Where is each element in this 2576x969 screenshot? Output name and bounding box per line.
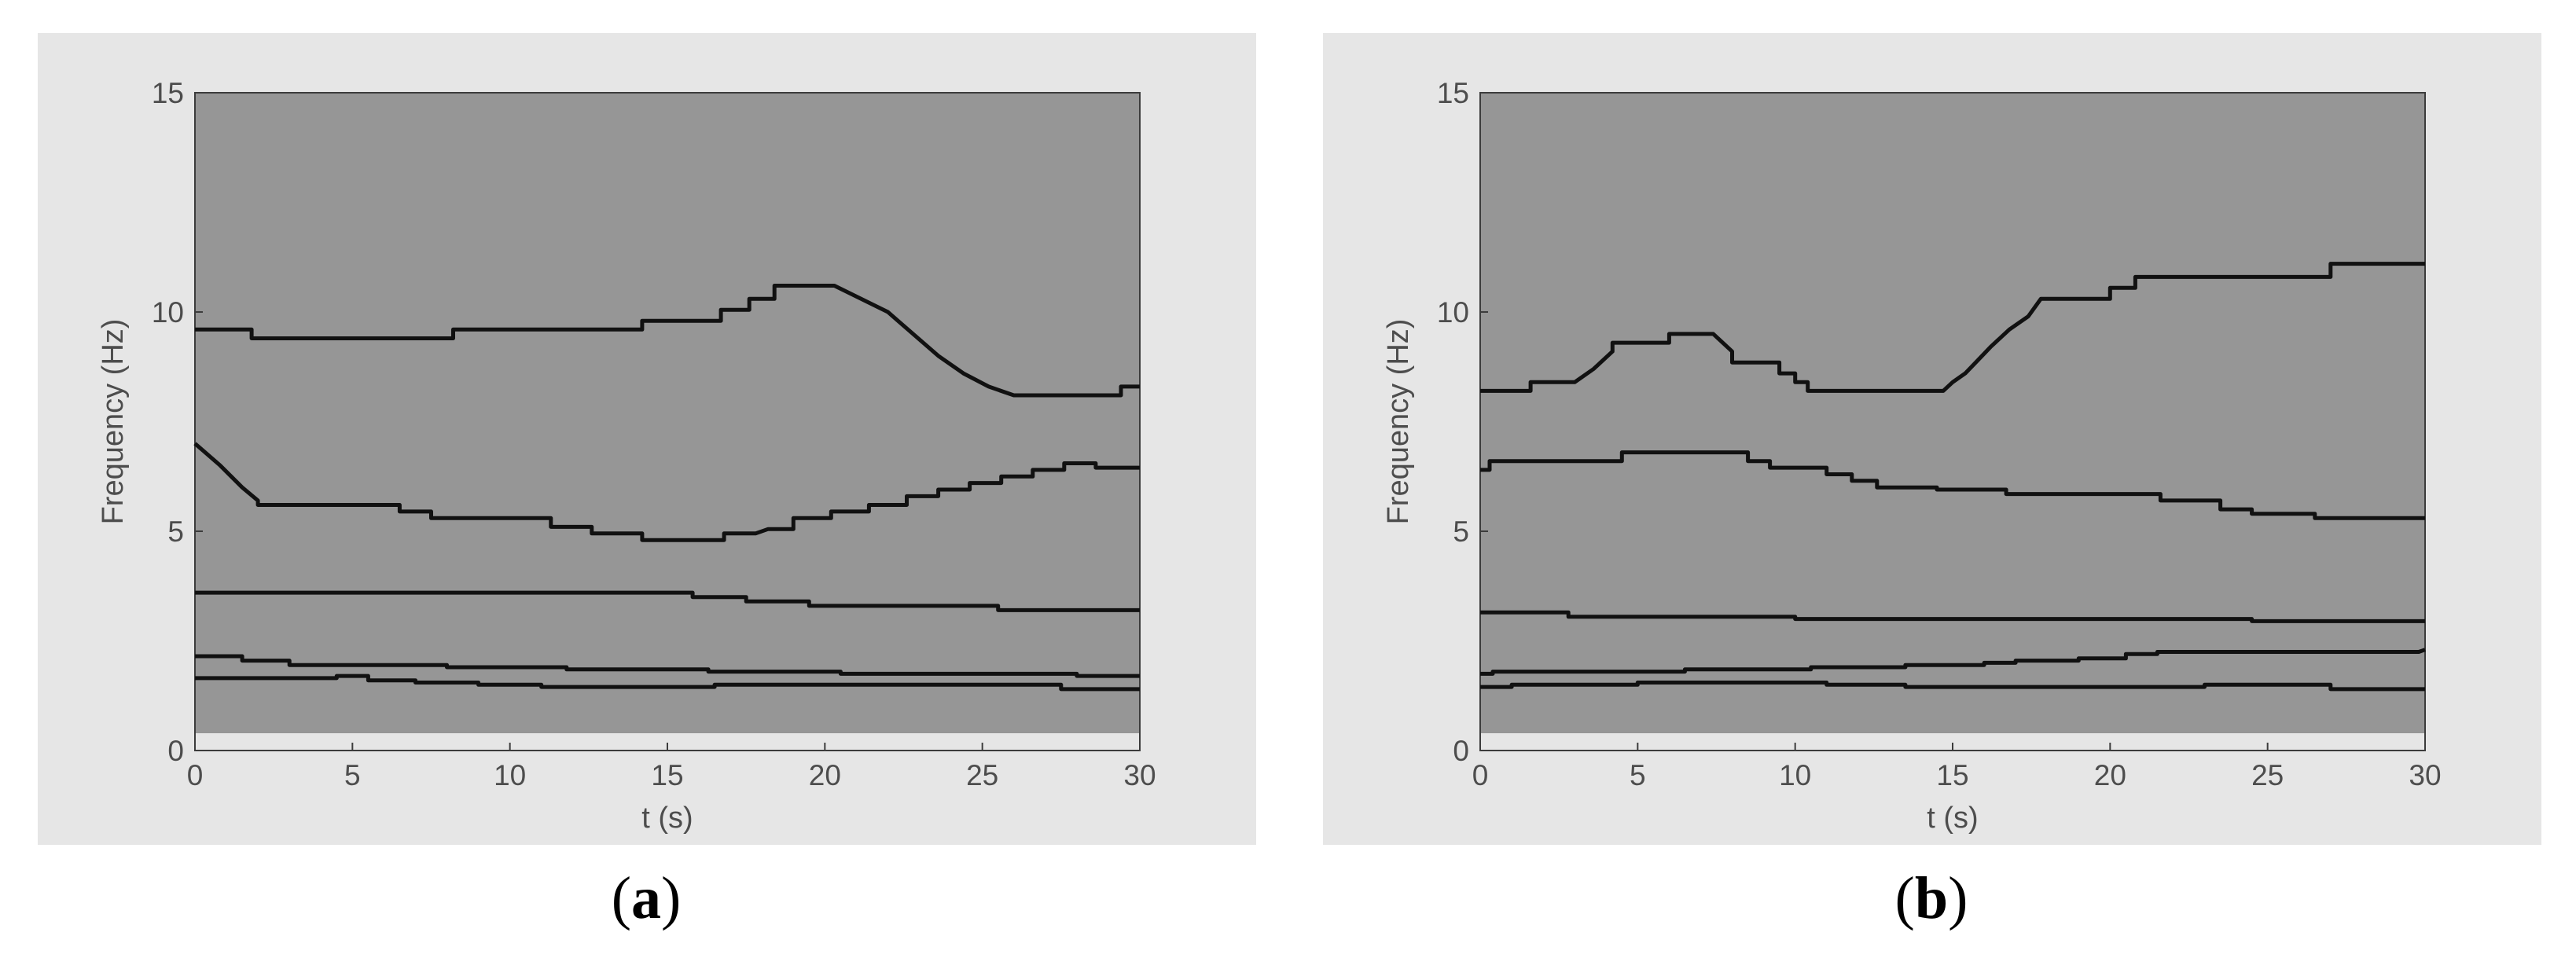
x-tick-label: 20	[809, 759, 841, 791]
series-line-2	[193, 442, 1140, 542]
y-tick-label: 10	[152, 296, 184, 329]
y-tick-label: 15	[152, 77, 184, 109]
x-tick-label: 25	[2251, 759, 2284, 791]
y-tick-label: 10	[1437, 296, 1469, 329]
series-line-4	[195, 654, 1140, 678]
panel-label-b: (b)	[1894, 865, 1968, 931]
series-line-5	[1480, 681, 2425, 692]
x-tick-label: 0	[1472, 759, 1489, 791]
series-lines-b	[1480, 262, 2426, 692]
x-tick-label: 30	[1123, 759, 1156, 791]
x-tick-label: 15	[1936, 759, 1968, 791]
series-line-3	[195, 590, 1140, 612]
series-line-1	[1480, 262, 2425, 393]
y-tick-label: 0	[1453, 735, 1469, 767]
y-tick-label: 5	[1453, 516, 1469, 548]
x-tick-label: 10	[1779, 759, 1811, 791]
y-tick-label: 5	[167, 516, 184, 548]
y-tick-label: 0	[167, 735, 184, 767]
series-line-4	[1480, 648, 2426, 676]
plot-bottom-band-b	[1481, 733, 2424, 750]
x-tick-label: 5	[1630, 759, 1646, 791]
y-axis-label-a: Frequency (Hz)	[97, 319, 130, 525]
ticks-a: 0 5 10 15 20 25 30 0 5 10 15	[152, 77, 1156, 791]
x-tick-label: 5	[344, 759, 361, 791]
series-line-3	[1480, 610, 2425, 623]
y-axis-label-b: Frequency (Hz)	[1382, 319, 1415, 525]
panel-label-a: (a)	[611, 865, 682, 931]
y-tick-label: 15	[1437, 77, 1469, 109]
x-tick-label: 25	[966, 759, 998, 791]
ticks-b: 0 5 10 15 20 25 30 0 5 10 15	[1437, 77, 2442, 791]
panel-letter-a: a	[631, 865, 661, 931]
x-axis-label-b: t (s)	[1927, 802, 1978, 835]
x-tick-label: 20	[2094, 759, 2126, 791]
x-tick-label: 10	[494, 759, 526, 791]
panel-letter-b: b	[1914, 865, 1949, 931]
x-tick-label: 15	[651, 759, 683, 791]
x-axis-label-a: t (s)	[641, 802, 693, 835]
series-lines-a	[193, 284, 1140, 692]
x-tick-label: 0	[187, 759, 204, 791]
series-line-1	[195, 284, 1140, 398]
plot-area-a	[194, 92, 1141, 751]
series-line-5	[195, 674, 1140, 692]
plot-bottom-band-a	[196, 733, 1139, 750]
series-line-2	[1480, 450, 2425, 520]
x-tick-label: 30	[2409, 759, 2441, 791]
plot-area-b	[1479, 92, 2426, 751]
